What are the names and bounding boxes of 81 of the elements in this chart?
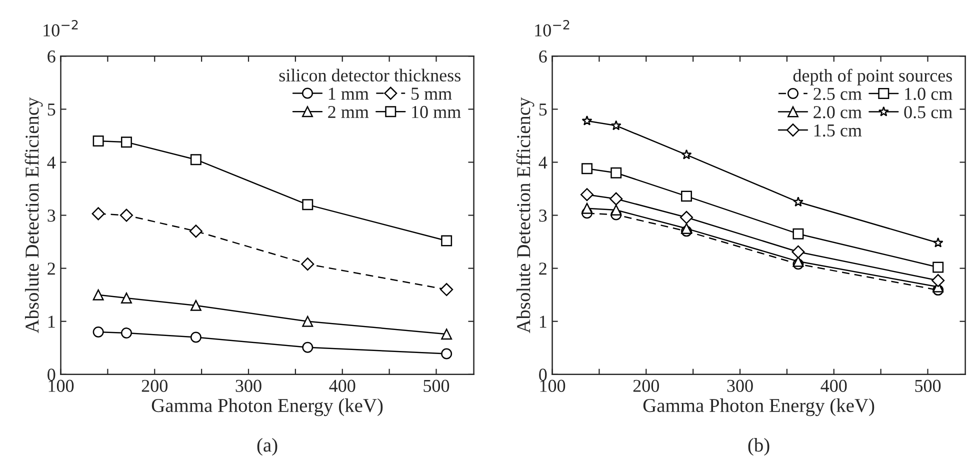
y-tick-label: 1 <box>540 316 546 328</box>
point <box>932 274 945 288</box>
legend-label: 1 mm <box>328 88 369 100</box>
y-tick-label: 4 <box>538 156 548 169</box>
y-tick-label: 6 <box>48 50 56 63</box>
y-tick-label: 0 <box>48 368 56 381</box>
y-tick-label: 5 <box>539 104 547 116</box>
x-axis-title: Gamma Photon Energy (keV) <box>152 398 383 416</box>
legend-title: silicon detector thickness <box>279 68 460 82</box>
point <box>932 262 944 273</box>
point <box>680 210 694 224</box>
x-axis-title: Gamma Photon Energy (keV) <box>643 398 874 416</box>
point <box>792 228 804 240</box>
point <box>302 342 314 353</box>
point <box>190 332 202 343</box>
point <box>302 199 314 210</box>
point <box>120 136 132 148</box>
x-tick-label: 100 <box>540 380 566 392</box>
x-tick-label: 500 <box>915 380 941 392</box>
point <box>792 245 805 258</box>
x-tick-label: 100 <box>48 380 74 392</box>
legend-label: 2 mm <box>328 106 369 118</box>
point <box>582 115 592 126</box>
text: (b) <box>748 438 770 456</box>
point <box>681 223 692 234</box>
x-tick-label: 200 <box>633 380 659 392</box>
legend-label: 2.0 cm <box>814 106 862 118</box>
text: 10$^{−2}$ <box>535 20 570 36</box>
point <box>610 204 622 216</box>
text: 10$^{−2}$ <box>44 20 78 36</box>
legend-label: 2.5 cm <box>814 88 862 100</box>
point <box>932 237 944 248</box>
legend-label: 5 mm <box>412 88 452 100</box>
point <box>120 208 133 222</box>
y-tick-label: 6 <box>539 50 547 63</box>
point <box>92 207 105 220</box>
x-tick-label: 500 <box>424 380 450 392</box>
legend-label: 1.0 cm <box>905 88 952 100</box>
y-tick-label: 2 <box>539 262 546 275</box>
point <box>92 289 104 300</box>
point <box>190 300 202 311</box>
point <box>302 316 314 327</box>
point <box>681 190 692 202</box>
y-axis-title: Absolute Detection Efficiency <box>24 97 43 334</box>
y-tick-label: 4 <box>47 156 56 169</box>
legend-label: 0.5 cm <box>904 106 952 118</box>
point <box>441 235 452 246</box>
point <box>582 163 592 174</box>
x-tick-label: 400 <box>820 380 847 392</box>
point <box>92 136 104 147</box>
y-tick-label: 0 <box>539 368 547 381</box>
x-tick-label: 300 <box>727 380 753 392</box>
x-tick-label: 200 <box>142 380 168 392</box>
point <box>792 196 804 207</box>
y-tick-label: 5 <box>48 104 56 116</box>
point <box>610 192 623 206</box>
point <box>610 120 622 130</box>
point <box>189 224 202 238</box>
y-tick-label: 1 <box>48 316 55 328</box>
x-tick-label: 300 <box>236 380 262 392</box>
point <box>610 167 622 178</box>
legend-title: depth of point sources <box>793 68 952 86</box>
point <box>120 328 132 339</box>
point <box>681 149 692 160</box>
y-tick-label: 3 <box>539 210 547 222</box>
point <box>301 258 314 271</box>
y-axis-title: Absolute Detection Efficiency <box>516 97 534 334</box>
text: (a) <box>257 438 278 456</box>
legend-label: 10 mm <box>412 106 461 118</box>
point <box>440 283 454 296</box>
y-tick-label: 3 <box>48 210 56 222</box>
point <box>580 188 594 202</box>
legend-label: 1.5 cm <box>814 124 862 137</box>
point <box>582 202 592 214</box>
x-tick-label: 400 <box>329 380 356 392</box>
point <box>92 326 104 338</box>
point <box>441 328 452 340</box>
point <box>120 292 132 304</box>
point <box>190 154 202 166</box>
point <box>441 348 452 360</box>
y-tick-label: 2 <box>48 262 55 275</box>
